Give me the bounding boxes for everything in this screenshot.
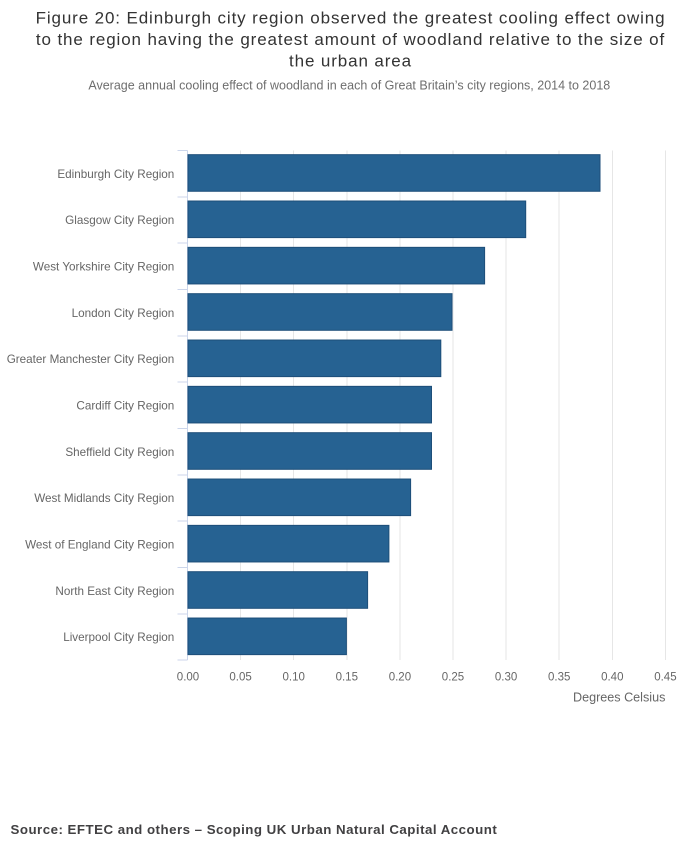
svg-text:0.35: 0.35 [548, 672, 570, 684]
svg-text:West Yorkshire City Region: West Yorkshire City Region [33, 260, 174, 273]
svg-text:0.30: 0.30 [495, 672, 517, 684]
svg-text:0.45: 0.45 [654, 672, 676, 684]
svg-text:North East City Region: North East City Region [55, 585, 174, 598]
svg-text:0.25: 0.25 [442, 672, 464, 684]
svg-text:the urban area: the urban area [289, 52, 412, 71]
svg-text:0.10: 0.10 [283, 672, 305, 684]
svg-text:Figure 20: Edinburgh city regi: Figure 20: Edinburgh city region observe… [36, 9, 666, 28]
svg-text:0.40: 0.40 [601, 672, 623, 684]
svg-text:0.00: 0.00 [177, 672, 199, 684]
svg-text:Liverpool City Region: Liverpool City Region [63, 631, 174, 644]
svg-text:Source: EFTEC and others – Sco: Source: EFTEC and others – Scoping UK Ur… [11, 822, 498, 837]
svg-text:Edinburgh City Region: Edinburgh City Region [57, 168, 174, 181]
svg-text:0.05: 0.05 [229, 672, 251, 684]
svg-text:Greater Manchester City Region: Greater Manchester City Region [7, 353, 175, 366]
svg-text:Glasgow City Region: Glasgow City Region [65, 214, 174, 227]
svg-text:London City Region: London City Region [72, 307, 175, 320]
svg-text:0.15: 0.15 [336, 672, 358, 684]
svg-text:Cardiff City Region: Cardiff City Region [76, 399, 174, 412]
svg-text:Sheffield City Region: Sheffield City Region [65, 446, 174, 459]
svg-text:0.20: 0.20 [389, 672, 411, 684]
svg-text:West of England City Region: West of England City Region [25, 539, 174, 552]
svg-text:to the region having the great: to the region having the greatest amount… [36, 30, 665, 49]
svg-text:West Midlands City Region: West Midlands City Region [34, 492, 174, 505]
svg-text:Average annual cooling effect: Average annual cooling effect of woodlan… [88, 79, 610, 93]
svg-text:Degrees Celsius: Degrees Celsius [573, 690, 665, 704]
